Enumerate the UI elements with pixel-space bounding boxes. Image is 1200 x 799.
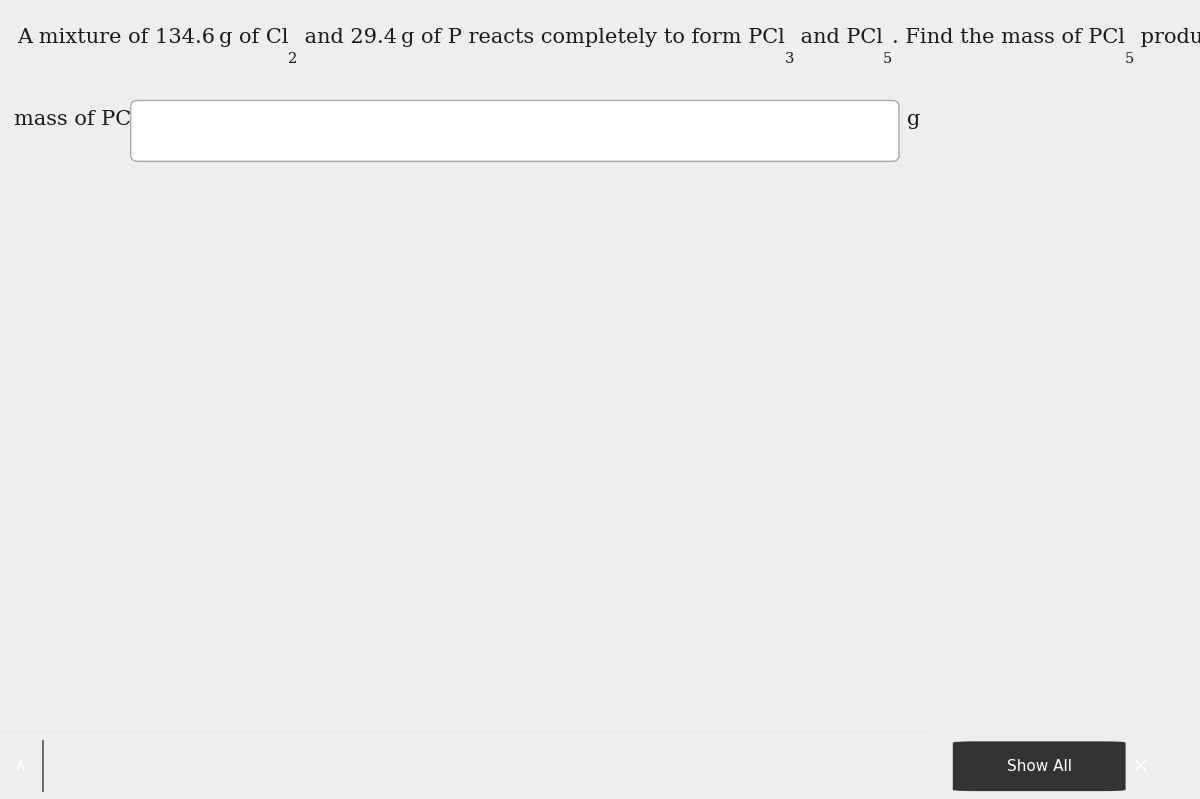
Text: g: g: [907, 109, 920, 129]
FancyBboxPatch shape: [131, 101, 899, 161]
Text: 3: 3: [785, 52, 794, 66]
Text: :: :: [148, 109, 154, 129]
Text: ×: ×: [1132, 756, 1148, 777]
Text: 5: 5: [1126, 52, 1134, 66]
Text: mass of PCl: mass of PCl: [14, 109, 138, 129]
FancyBboxPatch shape: [953, 741, 1126, 791]
Text: 5: 5: [138, 134, 148, 149]
Text: . Find the mass of PCl: . Find the mass of PCl: [892, 27, 1126, 46]
Text: A mixture of 134.6 g of Cl: A mixture of 134.6 g of Cl: [17, 27, 288, 46]
Text: 5: 5: [883, 52, 892, 66]
Text: Show All: Show All: [1007, 759, 1072, 773]
Text: ∧: ∧: [14, 757, 26, 775]
Text: and PCl: and PCl: [794, 27, 883, 46]
Text: and 29.4 g of P reacts completely to form PCl: and 29.4 g of P reacts completely to for…: [298, 27, 785, 46]
Text: produced.: produced.: [1134, 27, 1200, 46]
Text: 2: 2: [288, 52, 298, 66]
